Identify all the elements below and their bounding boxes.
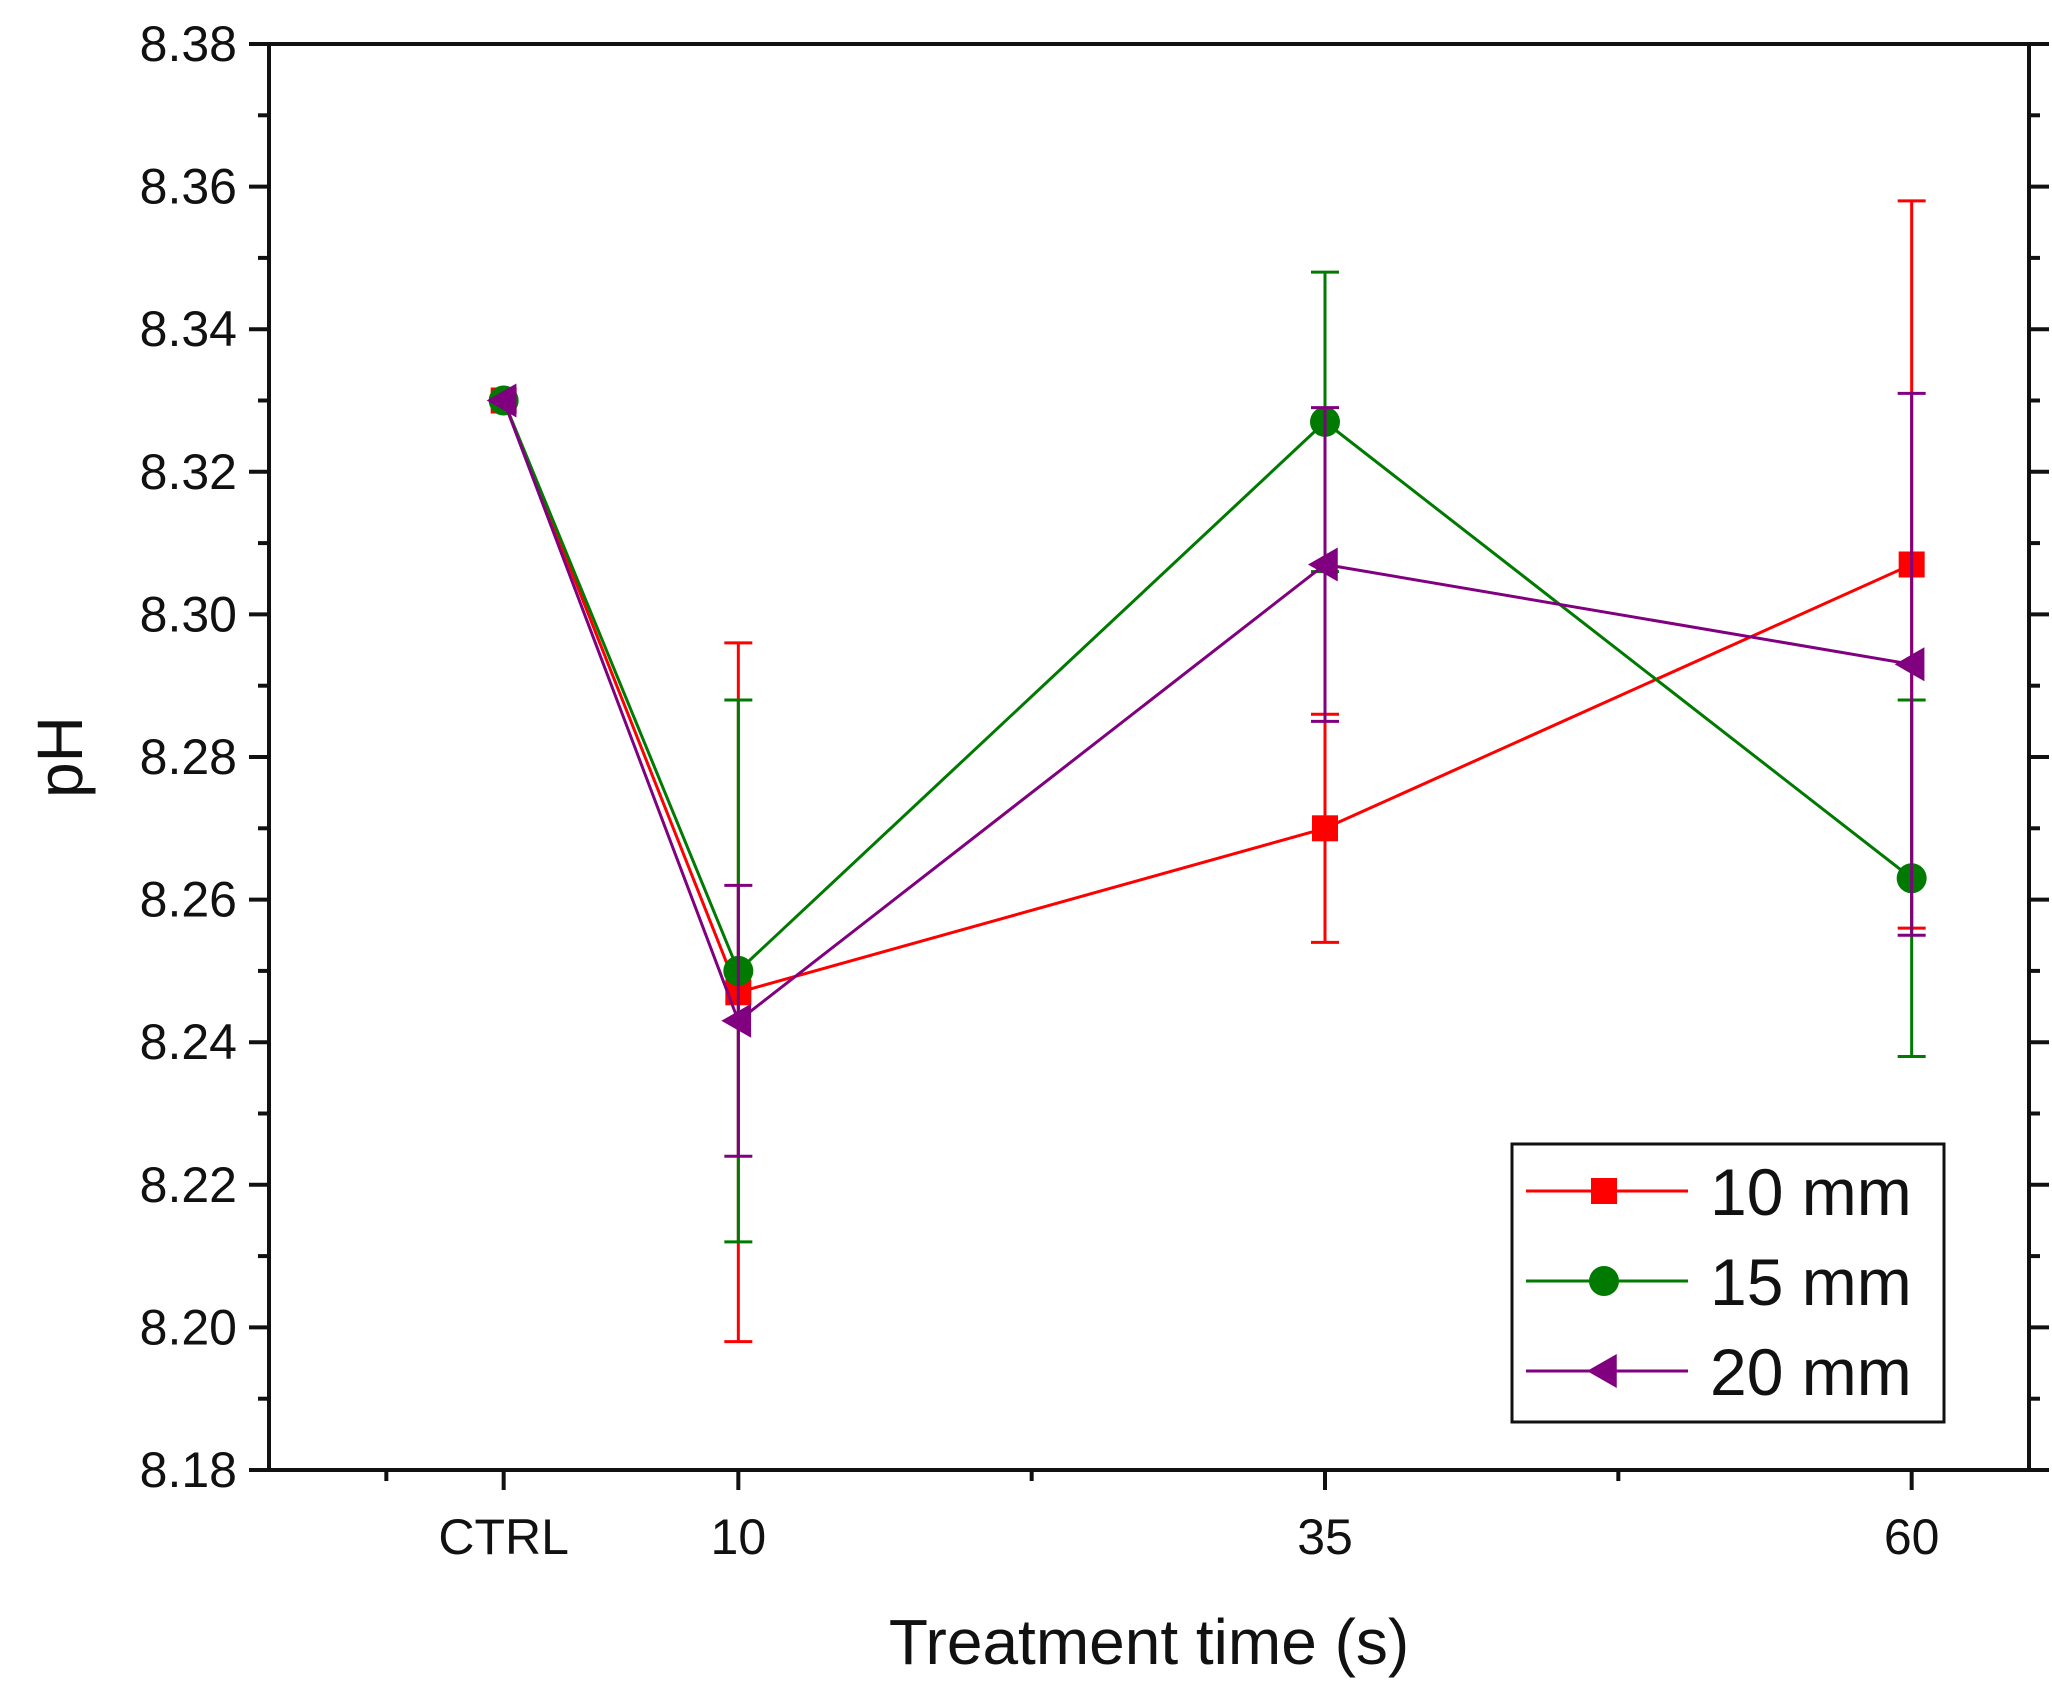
data-point: [1308, 547, 1338, 582]
y-tick-label: 8.24: [140, 1014, 237, 1070]
data-point: [1312, 815, 1338, 842]
series-20-mm: [486, 383, 1926, 1158]
series-layer: [486, 199, 1927, 1344]
series-line: [502, 399, 1912, 1024]
legend-marker: [1591, 1178, 1617, 1204]
y-tick-label: 8.38: [140, 16, 237, 72]
x-tick-label: 35: [1297, 1509, 1353, 1565]
y-tick-label: 8.20: [140, 1299, 237, 1355]
data-point: [721, 1003, 752, 1038]
legend-label: 10 mm: [1710, 1155, 1912, 1229]
legend: 10 mm 15 mm 20 mm: [1510, 1142, 1946, 1424]
x-tick-label: CTRL: [438, 1509, 569, 1565]
series-line: [502, 399, 1913, 974]
data-point: [486, 383, 517, 418]
legend-label: 20 mm: [1710, 1335, 1912, 1409]
y-tick-label: 8.28: [140, 729, 237, 785]
y-tick-label: 8.30: [140, 586, 237, 642]
y-tick-label: 8.18: [140, 1442, 237, 1498]
x-axis-title: Treatment time (s): [889, 1606, 1409, 1678]
y-axis-title: pH: [24, 716, 96, 798]
y-tick-label: 8.22: [140, 1157, 237, 1213]
y-tick-label: 8.36: [140, 159, 237, 215]
legend-marker: [1589, 1266, 1619, 1296]
legend-label: 15 mm: [1710, 1245, 1912, 1319]
axis-ticks: 8.18 8.20 8.22 8.24 8.26 8.28 8.30 8.32 8.34 8.36…: [140, 16, 2049, 1565]
y-tick-label: 8.34: [140, 301, 237, 357]
y-tick-label: 8.32: [140, 444, 237, 500]
data-point: [1894, 647, 1925, 682]
x-tick-label: 60: [1884, 1509, 1940, 1565]
legend-marker: [1587, 1354, 1617, 1388]
y-tick-label: 8.26: [140, 872, 237, 928]
x-tick-label: 10: [711, 1509, 767, 1565]
series-15-mm: [488, 270, 1927, 1244]
series-line: [502, 399, 1913, 995]
